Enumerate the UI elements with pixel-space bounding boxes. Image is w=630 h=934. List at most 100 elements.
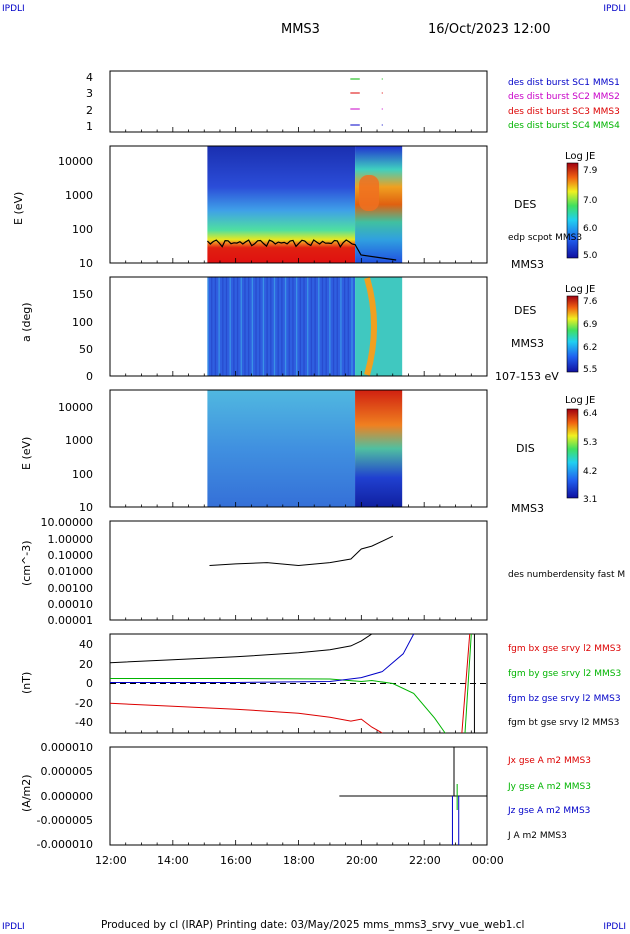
colorbar-tick: 7.9 <box>583 166 598 176</box>
corner-label-top-left: IPDLI <box>2 4 25 14</box>
y-tick-label: 4 <box>86 71 93 84</box>
y-tick-label: 0.000005 <box>40 765 94 778</box>
x-tick-label: 00:00 <box>472 854 504 867</box>
spacecraft-title: MMS3 <box>281 22 320 37</box>
des-pitch-stripe <box>303 277 305 376</box>
y-tick-label: 0.10000 <box>47 549 94 562</box>
density-panel-frame <box>109 520 488 621</box>
y-tick-label: 0 <box>86 677 93 690</box>
instrument-label: DES <box>514 198 537 211</box>
colorbar-tick: 6.9 <box>583 320 598 330</box>
des-pitch-stripe <box>329 277 331 376</box>
y-axis-label: (nT) <box>20 671 33 694</box>
bfield-series-line <box>110 678 446 734</box>
instrument-label: DIS <box>516 442 535 455</box>
density-series-line <box>209 535 394 567</box>
colorbar-title: Log JE <box>565 151 596 162</box>
des-pitch-stripe <box>336 277 338 376</box>
colorbar <box>566 408 579 499</box>
legend-j: J A m2 MMS3 <box>508 831 567 841</box>
des-pitch-stripe <box>307 277 309 376</box>
des-pitch-stripe <box>251 277 253 376</box>
legend-by: fgm by gse srvy l2 MMS3 <box>508 669 622 679</box>
legend-jz: Jz gse A m2 MMS3 <box>508 806 591 816</box>
spacecraft-burst-dot <box>381 78 383 80</box>
instrument-label: DES <box>514 304 537 317</box>
bfield-series-line <box>109 633 373 664</box>
legend-mms4: des dist burst SC4 MMS4 <box>508 121 620 131</box>
corner-label-bottom-left: IPDLI <box>2 922 25 932</box>
y-tick-label: 0.00100 <box>47 582 94 595</box>
y-tick-label: 0.000000 <box>40 790 94 803</box>
des-pitch-stripe <box>284 277 287 376</box>
bfield-late-spike <box>461 633 471 734</box>
colorbar <box>566 295 579 373</box>
y-tick-label: 20 <box>79 658 93 671</box>
des-pitch-stripe <box>318 277 320 376</box>
des-pitch-stripe <box>207 277 209 376</box>
des-pitch-stripe <box>325 277 327 376</box>
y-tick-label: 10000 <box>58 155 93 168</box>
colorbar-tick: 5.3 <box>583 438 598 448</box>
spacecraft-burst-dot <box>381 108 383 110</box>
y-tick-label: 1.00000 <box>47 533 94 546</box>
y-axis-label: a (deg) <box>20 302 33 342</box>
spacecraft-panel-frame <box>109 70 488 133</box>
y-tick-label: 2 <box>86 104 93 117</box>
des-pitch-stripe <box>288 277 290 376</box>
des-pitch-stripe <box>236 277 239 376</box>
colorbar-title: Log JE <box>565 284 596 295</box>
legend-bx: fgm bx gse srvy l2 MMS3 <box>508 644 622 654</box>
y-tick-label: 1000 <box>65 434 93 447</box>
des-pitch-stripe <box>218 277 220 376</box>
des-pitch-stripe <box>340 277 342 376</box>
des-pitch-stripe <box>229 277 231 376</box>
des-pitch-stripe <box>314 277 316 376</box>
spacecraft-burst-dot <box>381 92 383 94</box>
scpot-overlay-line <box>206 239 397 261</box>
des-pitch-stripe <box>222 277 224 376</box>
des-pitch-stripe <box>332 277 335 376</box>
y-axis-label: (A/m2) <box>20 774 33 812</box>
des-pitch-stripe <box>233 277 235 376</box>
des-pitch-arc <box>364 277 378 376</box>
y-tick-label: -40 <box>75 716 93 729</box>
y-axis-label: E (eV) <box>20 436 33 470</box>
des-pitch-stripe <box>225 277 228 376</box>
legend-jx: Jx gse A m2 MMS3 <box>508 756 591 766</box>
y-tick-label: -0.000005 <box>36 814 93 827</box>
des-pitch-stripe <box>273 277 276 376</box>
y-axis-label: (cm^-3) <box>20 540 33 586</box>
bfield-series-line <box>110 633 415 683</box>
des-pitch-stripe <box>351 277 353 376</box>
x-tick-label: 18:00 <box>283 854 315 867</box>
y-tick-label: 0 <box>86 370 93 383</box>
x-tick-label: 16:00 <box>220 854 252 867</box>
colorbar-tick: 7.6 <box>583 297 598 307</box>
spacecraft-label: MMS3 <box>511 502 544 515</box>
des-pitch-stripe <box>270 277 272 376</box>
des-pitch-stripe <box>262 277 265 376</box>
des-pitch-stripe <box>343 277 346 376</box>
dis-energy-spectrogram-quiet <box>207 390 356 507</box>
des-pitch-stripe <box>240 277 242 376</box>
des-pitch-stripe <box>211 277 213 376</box>
des-pitch-stripe <box>255 277 257 376</box>
y-tick-label: -0.000010 <box>36 838 93 851</box>
des-pitch-stripe <box>292 277 294 376</box>
corner-label-top-right: IPDLI <box>603 4 626 14</box>
y-tick-label: 40 <box>79 638 93 651</box>
legend-mms3: des dist burst SC3 MMS3 <box>508 107 620 117</box>
colorbar <box>566 162 579 259</box>
des-pitch-stripe <box>321 277 324 376</box>
legend-mms1: des dist burst SC1 MMS1 <box>508 78 620 88</box>
datetime-title: 16/Oct/2023 12:00 <box>428 22 551 37</box>
overlay-label: edp scpot MMS3 <box>508 233 583 243</box>
des-pitch-stripe <box>347 277 349 376</box>
corner-label-bottom-right: IPDLI <box>603 922 626 932</box>
y-tick-label: -20 <box>75 697 93 710</box>
y-tick-label: 50 <box>79 343 93 356</box>
footer-credit: Produced by cl (IRAP) Printing date: 03/… <box>101 919 525 931</box>
y-tick-label: 10000 <box>58 401 93 414</box>
